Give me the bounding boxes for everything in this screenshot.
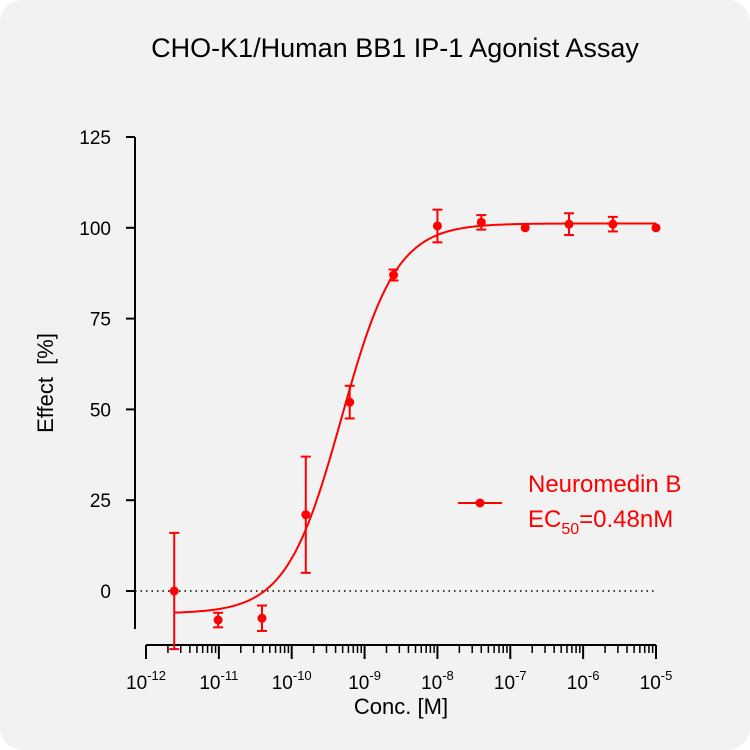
legend-ec50-value: =0.48nM <box>579 506 673 533</box>
x-tick-base: 10 <box>421 673 442 694</box>
x-axis-label: Conc. [M] <box>354 694 448 719</box>
x-tick-exponent: -6 <box>588 668 600 683</box>
x-tick-label: 10-6 <box>567 668 600 694</box>
x-tick-base: 10 <box>494 673 515 694</box>
legend-ec50: EC50=0.48nM <box>528 506 673 538</box>
y-axis-label: Effect [%] <box>33 333 58 433</box>
data-point <box>301 510 311 520</box>
x-tick-base: 10 <box>640 673 661 694</box>
x-tick-label: 10-9 <box>348 668 381 694</box>
data-point <box>608 219 618 229</box>
data-point <box>213 615 223 625</box>
x-tick-exponent: -11 <box>221 668 239 683</box>
x-axis: 10-12 10-11 10-10 10-9 10-8 10-7 10-6 10-5 <box>126 644 672 694</box>
data-point <box>432 221 442 231</box>
x-tick-exponent: -7 <box>515 668 527 683</box>
x-tick-base: 10 <box>199 673 220 694</box>
data-point <box>169 586 179 596</box>
chart-title: CHO-K1/Human BB1 IP-1 Agonist Assay <box>151 33 639 63</box>
x-tick-exponent: -8 <box>442 668 454 683</box>
x-tick-base: 10 <box>126 673 147 694</box>
x-tick-base: 10 <box>348 673 369 694</box>
legend-series-name: Neuromedin B <box>528 471 681 498</box>
legend-marker <box>475 498 485 508</box>
x-ticks: 10-12 10-11 10-10 10-9 10-8 10-7 10-6 10-5 <box>126 645 672 694</box>
x-tick-exponent: -5 <box>661 668 673 683</box>
data-point <box>564 219 574 229</box>
data-point <box>651 223 661 233</box>
data-point <box>345 397 355 407</box>
y-tick-label: 50 <box>90 400 111 421</box>
legend-ec50-prefix: EC <box>528 506 561 533</box>
x-tick-label: 10-5 <box>640 668 673 694</box>
x-tick-base: 10 <box>567 673 588 694</box>
y-axis: 0 25 50 75 100 125 <box>79 128 136 629</box>
series-neuromedin-b <box>169 208 661 651</box>
fit-curve <box>174 222 656 614</box>
y-ticks: 0 25 50 75 100 125 <box>79 128 135 603</box>
y-tick-label: 75 <box>90 310 111 331</box>
x-tick-exponent: -12 <box>147 668 166 683</box>
x-tick-exponent: -9 <box>369 668 381 683</box>
y-tick-label: 0 <box>100 582 111 603</box>
data-point <box>520 223 530 233</box>
x-tick-label: 10-10 <box>272 668 312 694</box>
y-tick-label: 25 <box>90 491 111 512</box>
x-tick-exponent: -10 <box>293 668 312 683</box>
x-tick-label: 10-11 <box>199 668 238 694</box>
data-point <box>389 270 399 280</box>
x-tick-label: 10-8 <box>421 668 454 694</box>
y-tick-label: 100 <box>79 219 111 240</box>
x-tick-label: 10-12 <box>126 668 166 694</box>
x-tick-base: 10 <box>272 673 293 694</box>
legend-ec50-subscript: 50 <box>561 521 579 538</box>
data-point <box>476 217 486 227</box>
y-tick-label: 125 <box>79 128 111 149</box>
x-tick-label: 10-7 <box>494 668 527 694</box>
data-point <box>257 613 267 623</box>
legend: Neuromedin B EC50=0.48nM <box>458 471 681 538</box>
